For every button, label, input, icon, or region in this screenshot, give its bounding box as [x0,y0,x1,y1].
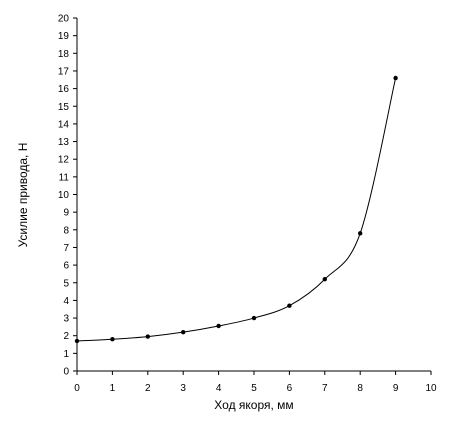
series-line [76,77,397,342]
y-tick-label: 11 [59,172,70,183]
y-tick-label: 3 [63,314,69,325]
y-tick-label: 5 [63,278,69,289]
y-tick-label: 8 [63,225,69,236]
x-tick-label: 6 [287,383,293,394]
x-tick-label: 10 [425,383,437,394]
x-tick-label: 8 [357,383,363,394]
y-tick-label: 1 [63,349,69,360]
y-tick-label: 13 [58,137,70,148]
y-tick-label: 0 [63,367,69,378]
y-tick-label: 17 [58,66,70,77]
y-tick-label: 15 [58,102,70,113]
data-point [322,277,327,282]
x-tick-label: 3 [180,383,186,394]
y-tick-label: 2 [63,331,69,342]
y-tick-label: 14 [58,119,70,130]
data-point [145,334,150,339]
x-axis-label: Ход якоря, мм [214,398,293,412]
x-tick-label: 0 [74,383,80,394]
x-tick-label: 7 [322,383,328,394]
x-tick-label: 2 [145,383,151,394]
y-tick-label: 10 [58,190,70,201]
x-ticks: 0 1 2 3 4 5 6 7 8 9 10 [74,371,437,394]
x-tick-label: 5 [251,383,257,394]
y-axis-label: Усилие привода, Н [16,143,30,248]
y-tick-label: 19 [58,31,70,42]
data-point [358,231,363,236]
y-tick-label: 9 [63,208,69,219]
x-tick-label: 4 [216,383,222,394]
x-tick-label: 9 [393,383,399,394]
data-point [181,329,186,335]
y-tick-label: 20 [58,14,70,25]
data-point [110,337,115,342]
y-tick-label: 6 [63,261,69,272]
data-point [287,303,292,308]
y-tick-label: 16 [58,84,70,95]
x-tick-label: 1 [110,383,116,394]
data-point [216,323,221,329]
y-tick-label: 18 [58,49,70,60]
y-tick-label: 12 [58,155,70,166]
series-layer [74,75,398,344]
data-point [251,315,257,321]
y-tick-label: 4 [63,296,69,307]
y-tick-label: 7 [63,243,69,254]
data-point [393,75,398,81]
data-point [74,338,80,344]
